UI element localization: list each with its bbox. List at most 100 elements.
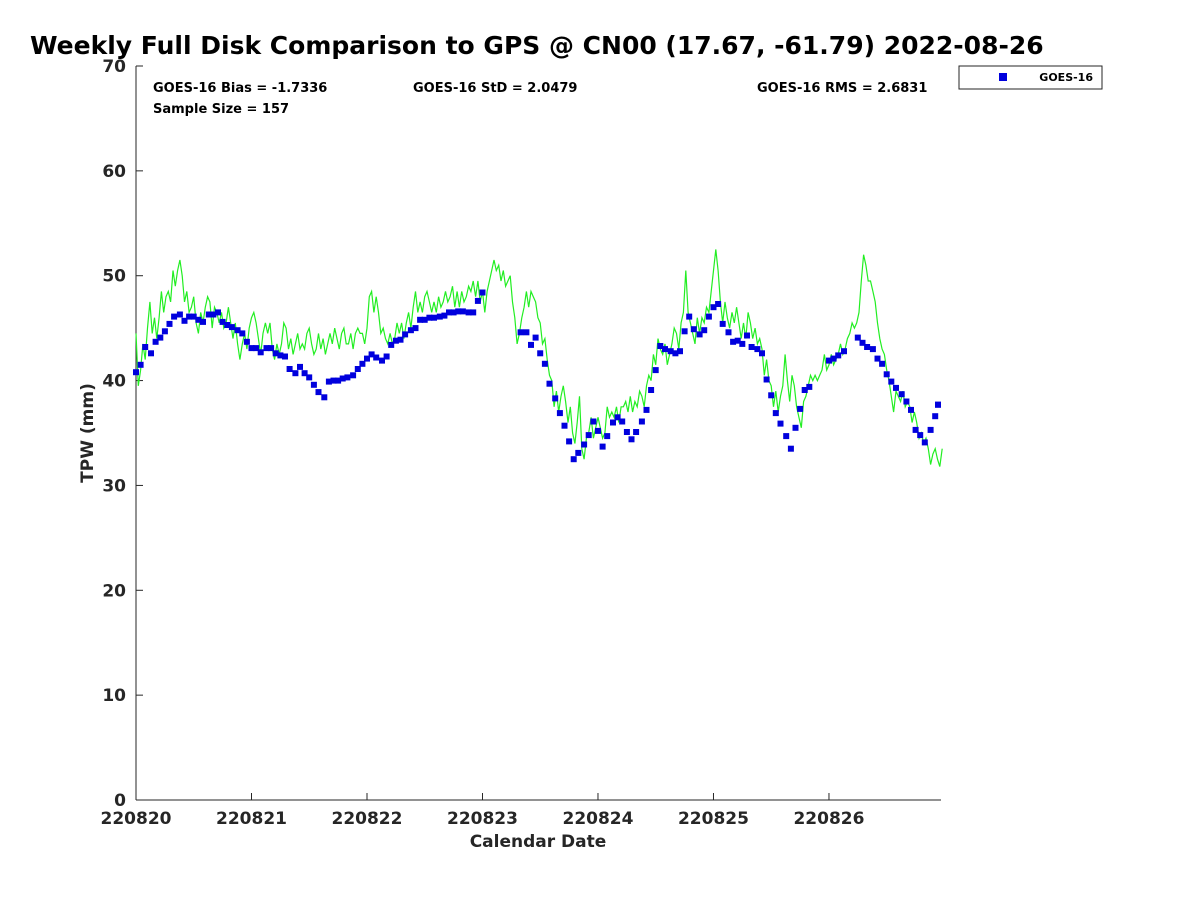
goes-16-point <box>431 314 437 321</box>
goes-16-point <box>306 374 313 381</box>
goes-16-point <box>869 346 876 353</box>
goes-16-point <box>783 433 790 440</box>
goes-16-point <box>301 370 308 377</box>
goes-16-point <box>137 361 144 368</box>
goes-16-point <box>315 389 322 396</box>
goes-16-point <box>552 395 559 402</box>
goes-16-point <box>455 308 462 315</box>
goes-16-point <box>190 313 197 320</box>
goes-16-point <box>921 439 928 446</box>
goes-16-point <box>797 405 804 412</box>
goes-16-point <box>359 360 366 367</box>
goes-16-point <box>768 392 775 399</box>
goes-16-point <box>176 311 183 318</box>
goes-16-point <box>517 329 524 336</box>
x-tick-label: 220820 <box>101 809 172 829</box>
goes-16-point <box>633 429 640 435</box>
goes-16-point <box>927 426 934 433</box>
legend-box <box>958 65 1103 90</box>
goes-16-point <box>239 330 246 337</box>
goes-16-point <box>686 313 693 320</box>
goes-16-point <box>379 357 385 364</box>
goes-16-point <box>581 441 588 448</box>
goes-16-point <box>830 355 837 362</box>
goes-16-point <box>383 353 390 360</box>
goes-16-point <box>205 311 212 318</box>
goes-16-point <box>195 316 202 323</box>
goes-16-point <box>772 410 779 417</box>
goes-16-point <box>585 432 592 439</box>
goes-16-point <box>330 377 337 384</box>
y-tick-label: 40 <box>102 372 126 392</box>
goes-16-point <box>268 345 275 352</box>
goes-16-point <box>228 324 235 331</box>
x-tick-label: 220826 <box>793 809 864 829</box>
goes-16-point <box>879 360 886 367</box>
goes-16-point <box>171 313 178 320</box>
goes-16-point <box>436 313 443 320</box>
goes-16-point <box>152 338 159 345</box>
legend-label-goes-16: GOES-16 <box>1039 71 1093 84</box>
goes-16-point <box>479 289 486 296</box>
goes-16-point <box>748 344 755 350</box>
goes-16-point <box>474 297 481 304</box>
goes-16-point <box>628 436 635 443</box>
goes-16-point <box>610 419 616 426</box>
goes-16-point <box>166 320 173 327</box>
goes-16-point <box>835 352 842 359</box>
goes-16-point <box>681 328 688 335</box>
goes-16-point <box>210 311 217 318</box>
goes-16-point <box>465 309 472 316</box>
goes-16-point <box>719 320 726 327</box>
goes-16-point <box>417 316 424 323</box>
goes-16-point <box>667 348 674 355</box>
goes-16-point <box>344 374 351 381</box>
goes-16-point <box>690 326 697 333</box>
x-ticks: 220820 220821 220822 220823 220824 220825 2208… <box>101 793 864 829</box>
goes-16-point <box>801 387 808 393</box>
goes-16-point <box>450 309 457 316</box>
goes-16-point <box>272 350 279 357</box>
goes-16-point <box>710 304 717 311</box>
goes-16-point <box>532 334 539 341</box>
goes-16-point <box>725 329 732 336</box>
x-tick-label: 220824 <box>562 809 633 829</box>
goes-16-point <box>325 378 332 385</box>
goes-16-point <box>599 443 606 450</box>
y-tick-label: 60 <box>102 162 126 182</box>
goes-16-point <box>292 370 299 377</box>
goes-16-point <box>335 377 342 384</box>
goes-16-point <box>253 345 260 352</box>
goes-16-point <box>730 338 737 345</box>
x-tick-label: 220823 <box>447 809 518 829</box>
goes-16-point <box>932 413 939 420</box>
goes-16-point <box>561 422 568 429</box>
y-ticks: 0 10 20 30 40 50 60 70 <box>102 57 143 811</box>
goes-16-point <box>638 418 645 425</box>
goes-16-point <box>537 350 544 357</box>
goes-16-point <box>864 344 871 350</box>
goes-16-point <box>277 352 284 359</box>
x-tick-label: 220821 <box>216 809 287 829</box>
goes-16-point <box>257 349 264 356</box>
goes-16-point <box>888 378 895 385</box>
goes-16-point <box>421 316 428 323</box>
goes-16-point <box>759 350 765 357</box>
goes-16-point <box>282 353 288 360</box>
x-tick-label: 220825 <box>678 809 749 829</box>
goes-16-point <box>787 445 794 452</box>
goes-16-point <box>321 394 328 401</box>
goes-16-point <box>186 313 193 320</box>
y-axis-label: TPW (mm) <box>78 383 98 483</box>
goes-16-point <box>397 336 404 343</box>
goes-16-point <box>142 344 149 350</box>
goes-16-point <box>623 429 630 435</box>
goes-16-point <box>672 350 679 357</box>
goes-16-point <box>234 327 241 334</box>
goes-16-point <box>412 325 419 332</box>
goes-16-point <box>652 367 659 374</box>
goes-16-point <box>263 345 270 352</box>
rms-stat: GOES-16 RMS = 2.6831 <box>757 81 927 96</box>
goes-16-point <box>446 309 452 316</box>
